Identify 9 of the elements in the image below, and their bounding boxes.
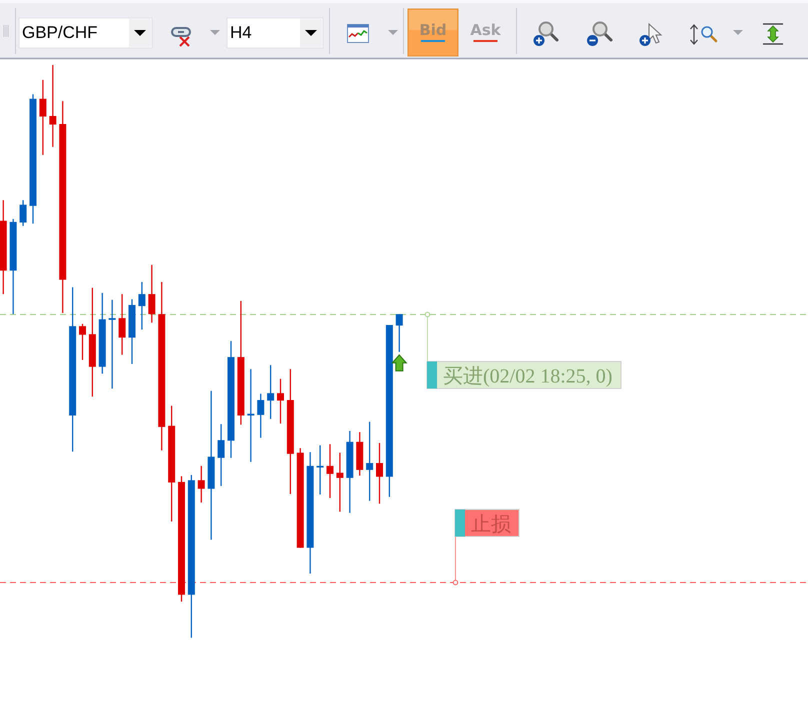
line-tag: 买进(02/02 18:25, 0): [424, 312, 622, 389]
chart-title: GBP/CHF: [22, 23, 98, 42]
chart-subtitle: H4: [230, 23, 252, 42]
symbol-select: GBP/CHF: [18, 18, 152, 48]
ref-line-label: 止损: [471, 514, 511, 536]
line-tag: 止损: [452, 509, 520, 586]
button: Ask: [470, 21, 501, 42]
button: Bid: [408, 8, 458, 56]
timeframe-select: H4: [226, 18, 324, 48]
